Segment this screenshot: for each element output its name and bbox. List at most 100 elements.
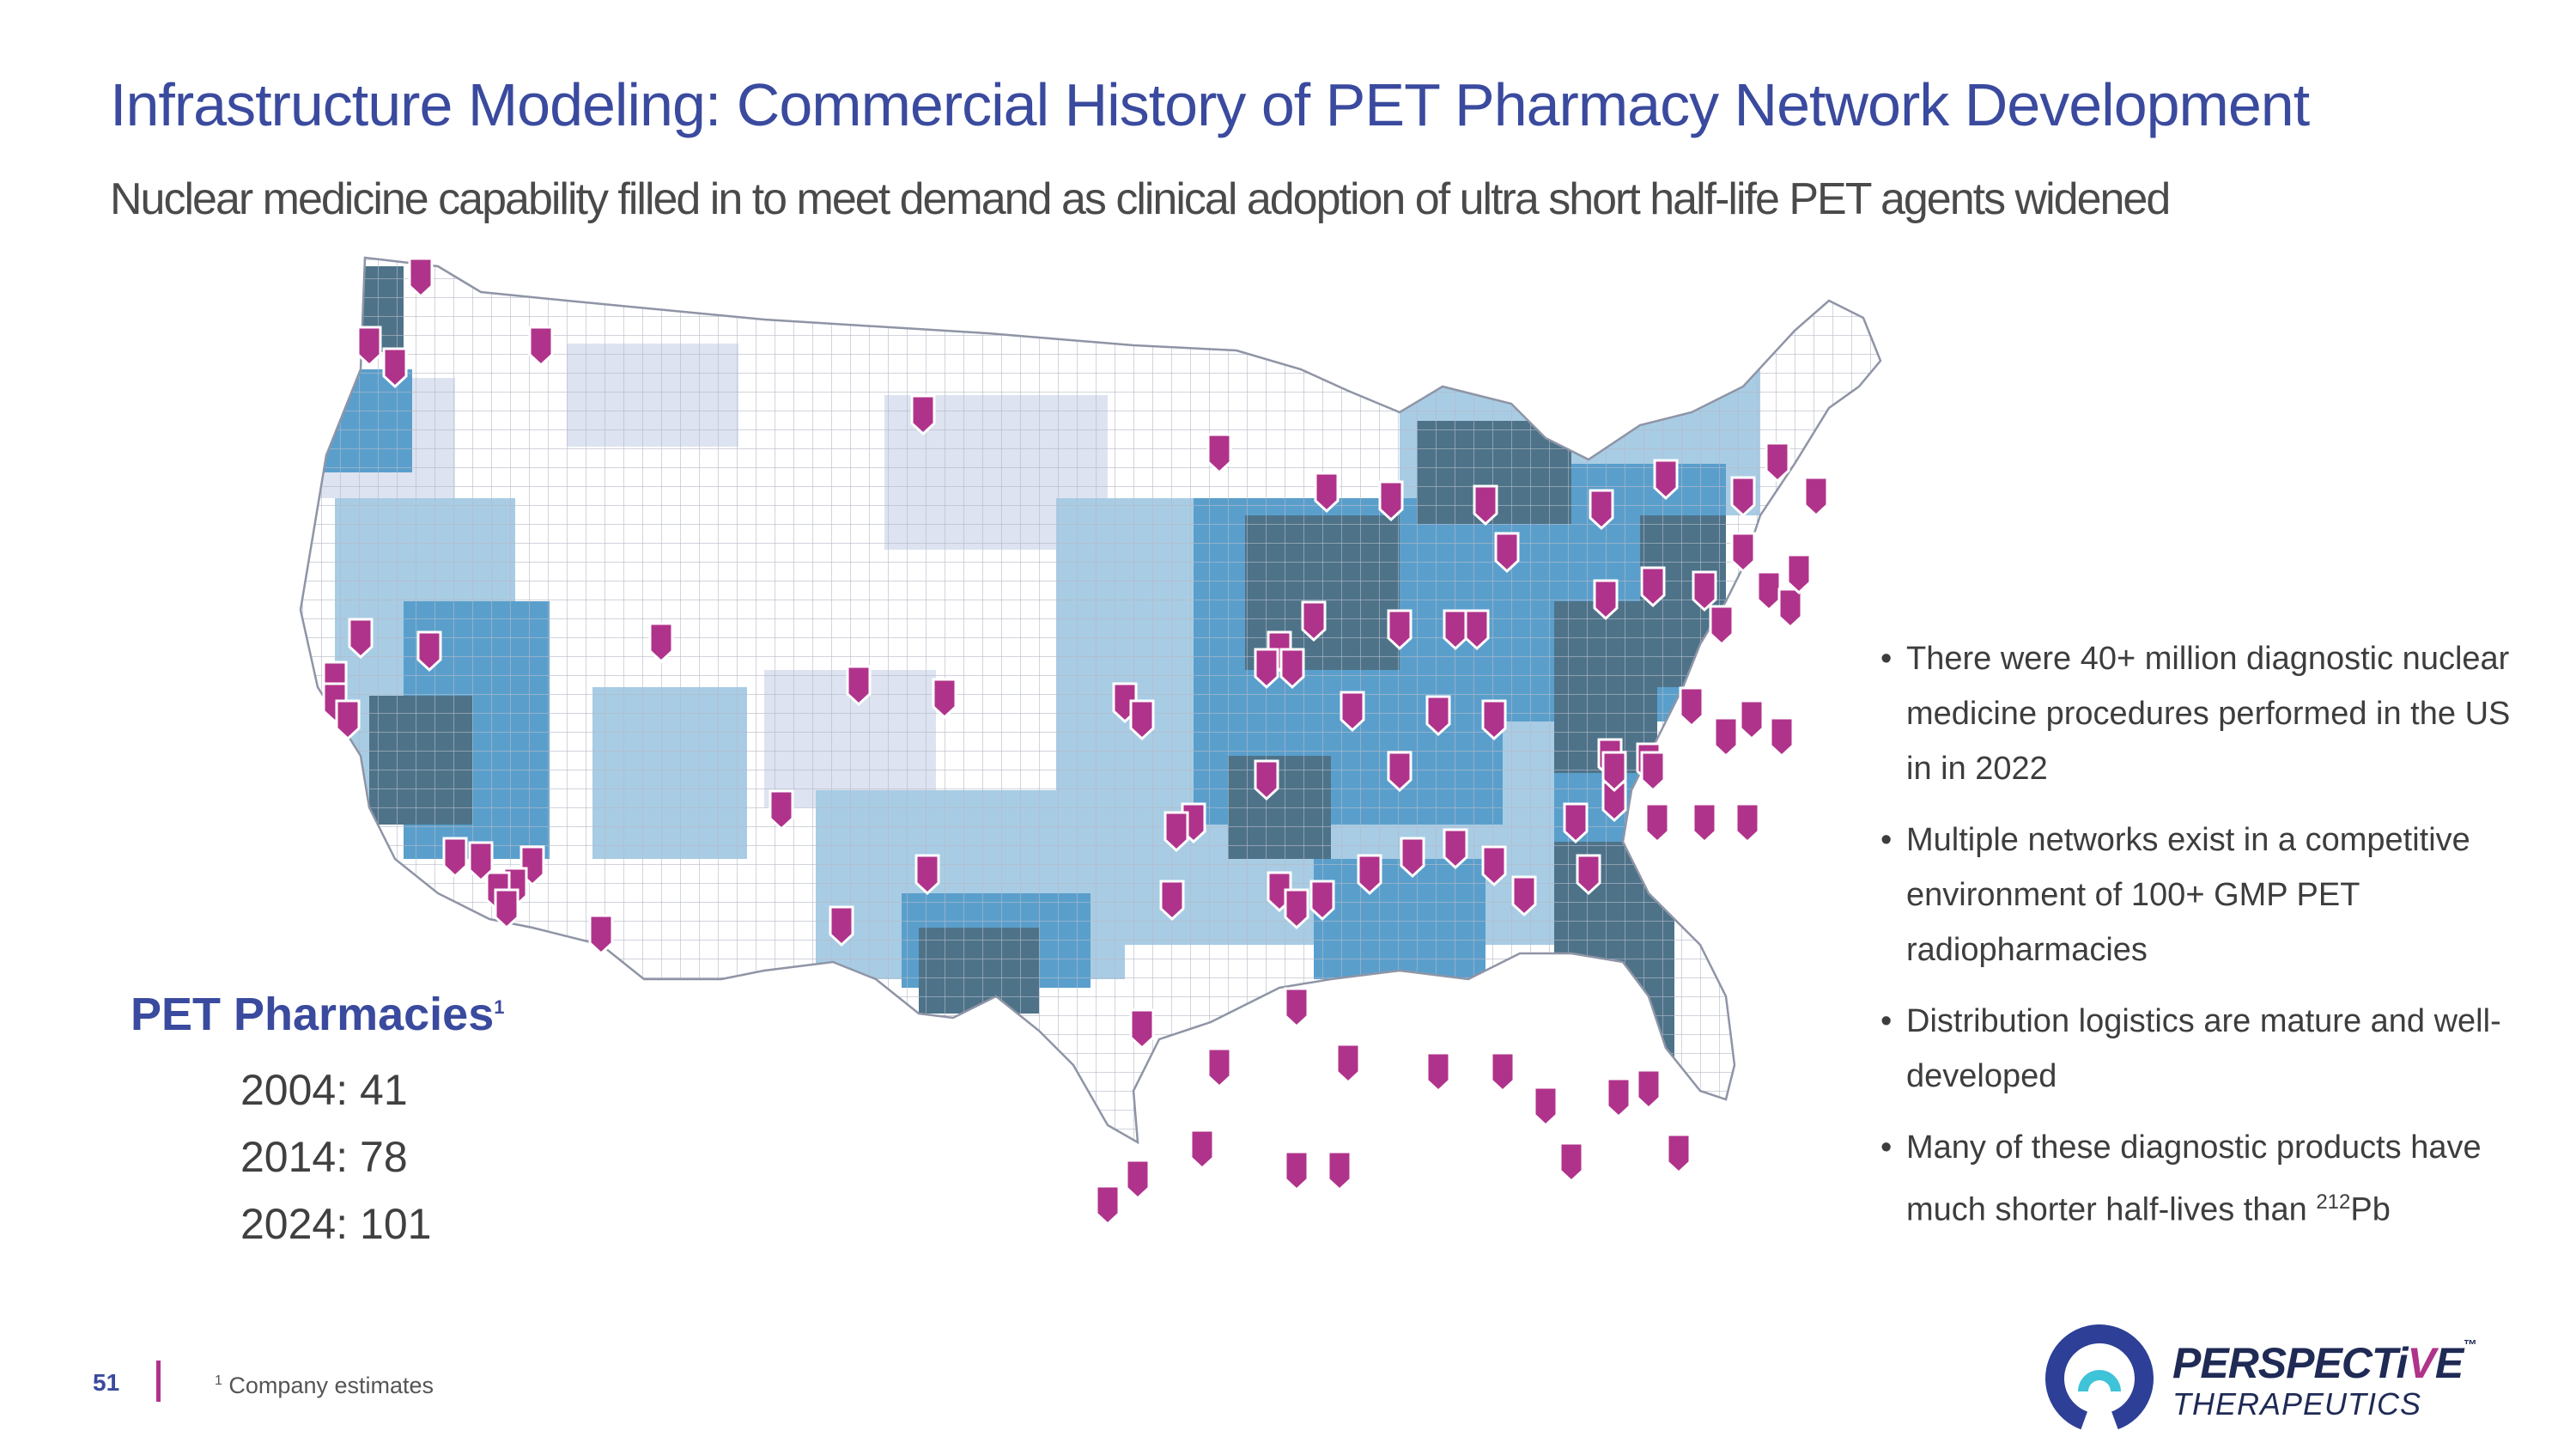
pharmacy-marker-icon [1206, 1047, 1232, 1089]
pharmacy-marker-icon [1490, 1051, 1516, 1093]
pharmacy-marker-icon [1735, 802, 1760, 844]
pharmacy-marker-icon [335, 699, 361, 741]
pharmacy-marker-icon [1254, 648, 1279, 690]
pharmacy-marker-icon [1713, 716, 1739, 758]
pharmacy-marker-icon [588, 914, 614, 956]
pharmacy-marker-icon [1692, 570, 1717, 612]
bullet-networks: • Multiple networks exist in a competitiv… [1880, 822, 2470, 968]
pharmacy-marker-icon [1129, 1008, 1155, 1050]
pharmacy-marker-icon [914, 854, 940, 896]
pharmacy-marker-icon [1769, 716, 1795, 758]
perspective-logo-icon [2045, 1324, 2154, 1433]
pharmacy-marker-icon [416, 630, 442, 673]
pharmacy-marker-icon [1606, 1077, 1631, 1119]
pharmacy-marker-icon [1254, 759, 1279, 801]
pharmacy-marker-icon [1481, 845, 1507, 887]
pharmacy-marker-icon [1653, 459, 1679, 501]
pharmacy-markers [322, 257, 1829, 1227]
pharmacy-marker-icon [1558, 1142, 1584, 1184]
pharmacy-marker-icon [1464, 609, 1490, 651]
pharmacy-marker-icon [1327, 1150, 1352, 1192]
pharmacy-marker-icon [1129, 699, 1155, 741]
pharmacy-marker-icon [1739, 699, 1765, 741]
pharmacy-marker-icon [1679, 686, 1704, 728]
pharmacy-marker-icon [1284, 987, 1309, 1029]
pharmacy-marker-icon [1284, 1150, 1309, 1192]
us-county-map [299, 256, 1882, 1227]
pharmacy-marker-icon [1159, 880, 1185, 922]
pharmacy-marker-icon [1425, 1051, 1451, 1093]
perspective-logo: PERSPECTiVE™ THERAPEUTICS [2044, 1323, 2524, 1434]
pharmacy-marker-icon [1644, 802, 1670, 844]
pharmacy-marker-icon [1125, 1159, 1151, 1201]
pharmacy-marker-icon [1765, 441, 1790, 484]
footer-divider [156, 1361, 161, 1402]
pharmacy-marker-icon [1576, 854, 1601, 896]
pharmacy-marker-icon [1279, 648, 1305, 690]
footnote: 1 Company estimates [215, 1373, 434, 1398]
pharmacy-marker-icon [1511, 875, 1537, 917]
pharmacy-marker-icon [1593, 579, 1619, 621]
pharmacy-marker-icon [528, 326, 554, 368]
pharmacy-marker-icon [382, 347, 408, 389]
pharmacy-counts: 2004: 41 2014: 78 2024: 101 [240, 1056, 504, 1257]
pharmacy-marker-icon [1095, 1184, 1121, 1227]
pharmacy-marker-icon [1666, 1133, 1692, 1175]
pharmacy-marker-icon [1284, 888, 1309, 930]
pharmacy-marker-icon [1443, 828, 1468, 870]
pharmacy-marker-icon [648, 622, 674, 664]
pharmacy-marker-icon [1636, 1068, 1662, 1111]
pharmacy-marker-icon [1206, 433, 1232, 475]
pharmacy-marker-icon [932, 678, 957, 720]
pharmacy-marker-icon [1803, 476, 1829, 518]
pharmacy-marker-icon [1589, 489, 1614, 531]
pharmacy-marker-icon [1425, 695, 1451, 737]
pharmacy-marker-icon [1357, 854, 1382, 896]
pharmacy-marker-icon [1443, 609, 1468, 651]
pharmacy-marker-icon [442, 837, 468, 879]
pharmacy-marker-icon [1301, 600, 1327, 642]
pharmacy-marker-icon [910, 394, 936, 436]
pharmacy-marker-icon [1387, 751, 1413, 793]
pharmacy-marker-icon [408, 257, 434, 299]
pharmacy-marker-icon [769, 789, 794, 831]
logo-wordmark: PERSPECTiVE™ [2172, 1338, 2476, 1387]
pharmacy-marker-icon [1786, 553, 1812, 595]
bullet-procedures: • There were 40+ million diagnostic nucle… [1880, 641, 2511, 787]
pharmacy-marker-icon [1163, 811, 1189, 853]
pharmacy-count-2004: 2004: 41 [240, 1066, 408, 1114]
pharmacy-marker-icon [1309, 880, 1335, 922]
pharmacy-count-2014: 2014: 78 [240, 1133, 408, 1181]
pharmacy-marker-icon [1730, 476, 1756, 518]
pharmacy-marker-icon [1335, 1043, 1361, 1085]
pharmacy-marker-icon [1692, 802, 1717, 844]
pharmacy-marker-icon [1563, 802, 1589, 844]
pharmacy-marker-icon [1601, 751, 1627, 793]
pharmacy-marker-icon [1756, 570, 1782, 612]
page-subtitle: Nuclear medicine capability filled in to… [110, 174, 2171, 224]
page-title: Infrastructure Modeling: Commercial Hist… [110, 71, 2310, 138]
page-number: 51 [93, 1369, 120, 1396]
pet-pharmacies-footnote-ref: 1 [494, 996, 505, 1018]
pet-pharmacies-panel: PET Pharmacies1 2004: 41 2014: 78 2024: … [131, 988, 504, 1257]
pharmacy-marker-icon [1314, 472, 1340, 514]
logo-subtitle: THERAPEUTICS [2172, 1386, 2422, 1422]
pharmacy-marker-icon [494, 888, 519, 930]
pharmacy-marker-icon [1189, 1129, 1215, 1171]
pharmacy-marker-icon [1340, 691, 1365, 733]
pharmacy-marker-icon [1473, 484, 1498, 527]
bullet-logistics: • Distribution logistics are mature and w… [1880, 1003, 2501, 1094]
pharmacy-marker-icon [846, 665, 872, 707]
key-points: • There were 40+ million diagnostic nucle… [1880, 631, 2533, 1254]
pharmacy-marker-icon [468, 841, 494, 883]
bullet-half-lives: • Many of these diagnostic products have … [1880, 1129, 2482, 1228]
pharmacy-marker-icon [829, 905, 854, 947]
pet-pharmacies-title: PET Pharmacies1 [131, 989, 505, 1040]
pharmacy-count-2024: 2024: 101 [240, 1200, 432, 1248]
pharmacy-marker-icon [1387, 609, 1413, 651]
pharmacy-marker-icon [1494, 532, 1520, 574]
pharmacy-marker-icon [1481, 699, 1507, 741]
pharmacy-marker-icon [1640, 751, 1666, 793]
pharmacy-marker-icon [1709, 605, 1735, 647]
pharmacy-marker-icon [348, 618, 374, 660]
